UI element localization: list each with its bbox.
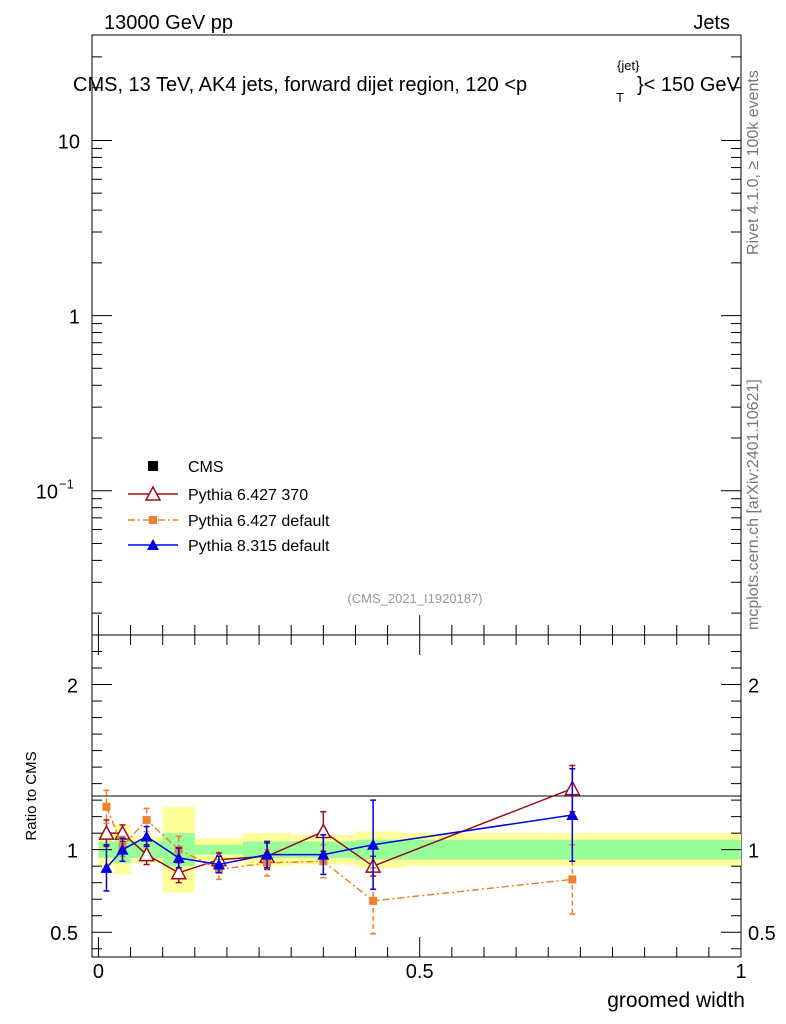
x-axis-label: groomed width bbox=[607, 989, 745, 1012]
plot-title: CMS, 13 TeV, AK4 jets, forward dijet reg… bbox=[73, 58, 741, 105]
data-point bbox=[100, 861, 113, 873]
stat-uncertainty-band bbox=[355, 839, 404, 860]
x-tick-label: 0 bbox=[93, 961, 104, 983]
data-point bbox=[102, 802, 111, 811]
legend-marker bbox=[149, 516, 157, 524]
legend-label: Pythia 6.427 default bbox=[188, 513, 330, 530]
category-label: Jets bbox=[693, 12, 730, 34]
data-point bbox=[317, 848, 330, 860]
mc-series bbox=[98, 764, 581, 935]
data-point bbox=[367, 838, 380, 850]
rivet-version-label: Rivet 4.1.0, ≥ 100k events bbox=[745, 70, 762, 255]
data-point bbox=[170, 864, 188, 880]
ratio-ticks bbox=[92, 615, 742, 957]
ratio-tick-labels: 2 21 10.5 0.50 0.5 1 bbox=[50, 676, 776, 983]
legend: CMS Pythia 6.427 370 Pythia 6.427 default P… bbox=[128, 459, 330, 555]
data-point bbox=[140, 830, 153, 842]
title-superscript: {jet} bbox=[617, 58, 640, 73]
title-tail: }< 150 GeV bbox=[637, 74, 741, 96]
legend-marker bbox=[144, 485, 162, 501]
ratio-y-tick-label: 0.5 bbox=[50, 923, 78, 945]
main-y-tick-label: 10 bbox=[36, 482, 58, 504]
x-tick-label: 1 bbox=[735, 961, 746, 983]
ratio-y-tick-label: 2 bbox=[67, 676, 78, 698]
data-point bbox=[98, 824, 115, 840]
ratio-y-tick-label: 1 bbox=[67, 841, 78, 863]
main-y-tick-label: 10 bbox=[58, 131, 80, 153]
title-subscript: T bbox=[616, 90, 624, 105]
data-point bbox=[212, 858, 225, 870]
legend-label: Pythia 8.315 default bbox=[188, 538, 330, 555]
ratio-y-axis-label: Ratio to CMS bbox=[23, 751, 40, 840]
x-tick-label: 0.5 bbox=[406, 961, 434, 983]
data-point bbox=[568, 875, 577, 884]
legend-marker bbox=[148, 461, 158, 471]
main-y-tick-exponent: −1 bbox=[59, 477, 74, 492]
energy-label: 13000 GeV pp bbox=[104, 12, 233, 34]
stat-uncertainty-band bbox=[194, 844, 244, 855]
ratio-y-tick-label-right: 1 bbox=[748, 841, 759, 863]
ratio-y-tick-label-right: 0.5 bbox=[748, 923, 776, 945]
data-point bbox=[116, 843, 129, 855]
main-y-tick-label: 1 bbox=[69, 307, 80, 329]
legend-label: Pythia 6.427 370 bbox=[188, 487, 308, 504]
ratio-y-tick-label-right: 2 bbox=[748, 676, 759, 698]
legend-marker bbox=[147, 539, 159, 550]
mcplots-reference-label: mcplots.cern.ch [arXiv:2401.10621] bbox=[745, 379, 762, 630]
data-point bbox=[142, 815, 151, 824]
data-point bbox=[172, 851, 185, 863]
data-point bbox=[566, 808, 579, 820]
data-point bbox=[261, 848, 274, 860]
title-main: CMS, 13 TeV, AK4 jets, forward dijet reg… bbox=[73, 74, 527, 96]
main-y-ticks bbox=[92, 34, 741, 614]
analysis-tag: (CMS_2021_I1920187) bbox=[347, 591, 482, 606]
legend-label: CMS bbox=[188, 459, 224, 476]
data-point bbox=[138, 846, 155, 862]
data-point bbox=[369, 896, 378, 905]
uncertainty-bands bbox=[98, 806, 741, 893]
